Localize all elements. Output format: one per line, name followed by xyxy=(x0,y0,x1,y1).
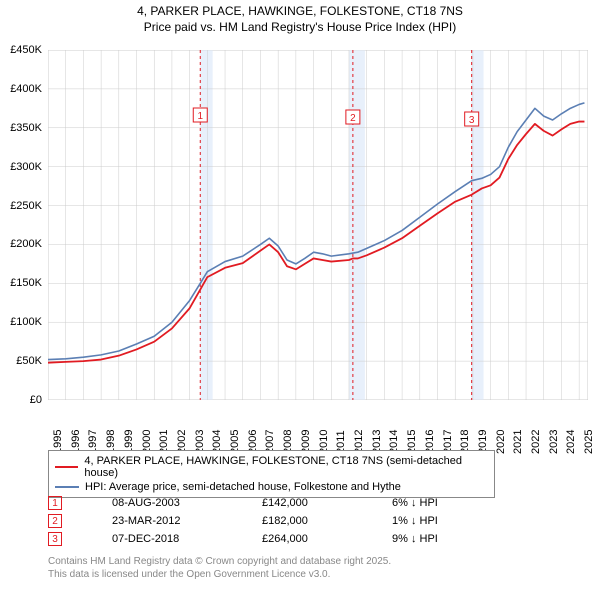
legend-item: 4, PARKER PLACE, HAWKINGE, FOLKESTONE, C… xyxy=(55,454,488,480)
marker-number-box: 1 xyxy=(48,496,62,510)
x-tick-label: 2020 xyxy=(495,430,507,454)
legend: 4, PARKER PLACE, HAWKINGE, FOLKESTONE, C… xyxy=(48,450,495,498)
x-axis-labels: 1995199619971998199920002001200220032004… xyxy=(48,400,588,430)
footer-line-2: This data is licensed under the Open Gov… xyxy=(48,568,391,581)
legend-swatch xyxy=(55,466,78,468)
y-tick-label: £100K xyxy=(10,316,42,328)
marker-number-box: 2 xyxy=(48,514,62,528)
marker-number-box: 3 xyxy=(48,532,62,546)
title-line-2: Price paid vs. HM Land Registry's House … xyxy=(0,20,600,36)
marker-row: 1 08-AUG-2003 £142,000 6% ↓ HPI xyxy=(48,494,492,512)
x-tick-label: 2024 xyxy=(565,430,577,454)
y-tick-label: £200K xyxy=(10,238,42,250)
legend-label: 4, PARKER PLACE, HAWKINGE, FOLKESTONE, C… xyxy=(84,455,488,479)
chart-area: £0£50K£100K£150K£200K£250K£300K£350K£400… xyxy=(48,50,588,430)
y-tick-label: £0 xyxy=(30,394,42,406)
x-tick-label: 2021 xyxy=(512,430,524,454)
marker-row: 2 23-MAR-2012 £182,000 1% ↓ HPI xyxy=(48,512,492,530)
marker-date: 23-MAR-2012 xyxy=(112,515,232,527)
markers-table: 1 08-AUG-2003 £142,000 6% ↓ HPI 2 23-MAR-2012… xyxy=(48,494,492,548)
legend-label: HPI: Average price, semi-detached house,… xyxy=(85,481,401,493)
marker-delta: 6% ↓ HPI xyxy=(392,497,492,509)
y-tick-label: £400K xyxy=(10,83,42,95)
marker-price: £264,000 xyxy=(262,533,362,545)
y-tick-label: £300K xyxy=(10,161,42,173)
svg-text:2: 2 xyxy=(350,113,356,124)
svg-text:3: 3 xyxy=(469,115,475,126)
y-tick-label: £250K xyxy=(10,200,42,212)
chart-title: 4, PARKER PLACE, HAWKINGE, FOLKESTONE, C… xyxy=(0,0,600,35)
marker-delta: 9% ↓ HPI xyxy=(392,533,492,545)
y-tick-label: £150K xyxy=(10,277,42,289)
x-tick-label: 2023 xyxy=(548,430,560,454)
line-chart: 1 2 3 xyxy=(48,50,588,400)
footer: Contains HM Land Registry data © Crown c… xyxy=(48,555,391,581)
y-tick-label: £450K xyxy=(10,44,42,56)
title-line-1: 4, PARKER PLACE, HAWKINGE, FOLKESTONE, C… xyxy=(0,4,600,20)
legend-swatch xyxy=(55,486,79,488)
x-tick-label: 2022 xyxy=(530,430,542,454)
x-tick-label: 2025 xyxy=(583,430,595,454)
y-tick-label: £50K xyxy=(16,355,42,367)
legend-item: HPI: Average price, semi-detached house,… xyxy=(55,480,488,494)
marker-price: £182,000 xyxy=(262,515,362,527)
svg-text:1: 1 xyxy=(197,111,203,122)
marker-delta: 1% ↓ HPI xyxy=(392,515,492,527)
y-tick-label: £350K xyxy=(10,122,42,134)
marker-date: 08-AUG-2003 xyxy=(112,497,232,509)
marker-date: 07-DEC-2018 xyxy=(112,533,232,545)
marker-row: 3 07-DEC-2018 £264,000 9% ↓ HPI xyxy=(48,530,492,548)
marker-price: £142,000 xyxy=(262,497,362,509)
footer-line-1: Contains HM Land Registry data © Crown c… xyxy=(48,555,391,568)
